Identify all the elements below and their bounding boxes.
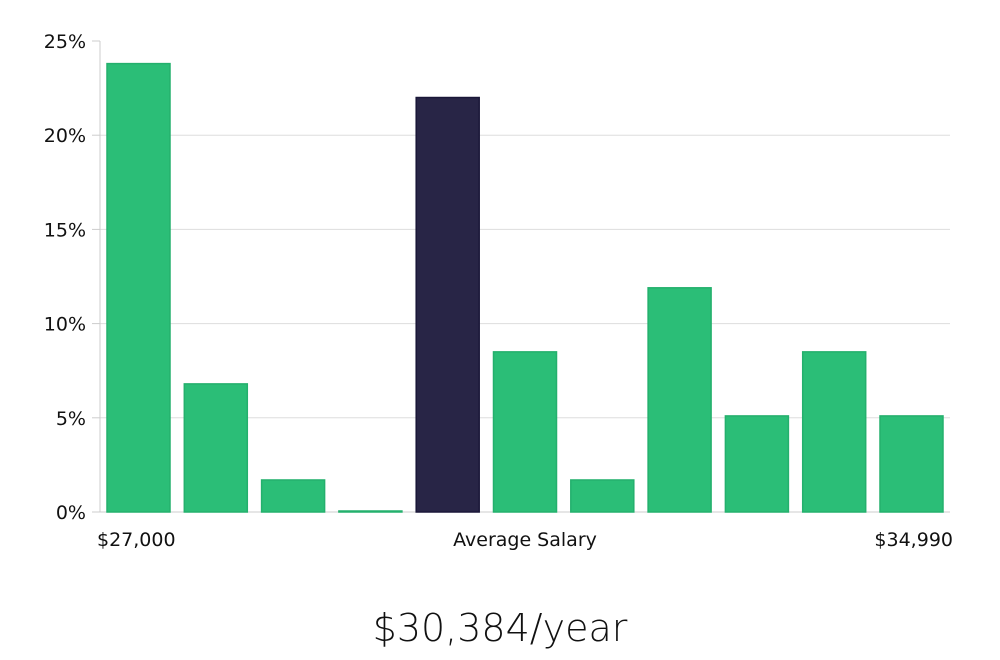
bar — [106, 62, 171, 513]
y-tick-label: 10% — [44, 314, 86, 336]
x-label-center: Average Salary — [453, 529, 597, 551]
y-tick-label: 15% — [44, 219, 86, 241]
bar — [492, 351, 558, 513]
salary-distribution-chart: 0% 5% 10% 15% 20% 25% $27,000 Average Salary … — [44, 31, 953, 551]
y-axis-ticks: 0% 5% 10% 15% 20% 25% — [44, 31, 100, 524]
average-salary-value: $30,384/year — [372, 606, 628, 650]
bar — [724, 415, 790, 513]
bar — [338, 510, 403, 513]
y-tick-label: 5% — [56, 408, 86, 430]
bar — [879, 415, 944, 513]
bars — [106, 62, 944, 513]
bar — [570, 479, 635, 513]
x-axis-labels: $27,000 Average Salary $34,990 — [97, 529, 953, 551]
bar — [183, 383, 249, 513]
bar — [801, 351, 867, 513]
bar-average-salary — [415, 96, 480, 513]
y-tick-label: 20% — [44, 125, 86, 147]
x-label-right: $34,990 — [874, 529, 953, 551]
bar — [647, 287, 712, 513]
y-tick-label: 25% — [44, 31, 86, 53]
bar — [260, 479, 326, 513]
y-tick-label: 0% — [56, 502, 86, 524]
x-label-left: $27,000 — [97, 529, 176, 551]
